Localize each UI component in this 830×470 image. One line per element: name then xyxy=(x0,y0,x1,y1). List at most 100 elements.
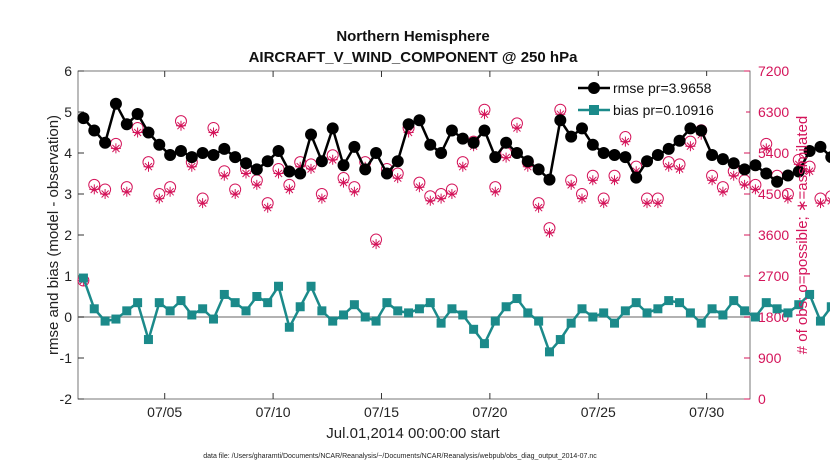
y-tick-label: -2 xyxy=(60,391,73,407)
obs-possible-point xyxy=(825,190,830,203)
y-tick-label: 6 xyxy=(64,63,72,79)
rmse-point xyxy=(706,149,719,162)
bias-point xyxy=(696,318,706,328)
rmse-point xyxy=(641,155,654,168)
obs-assimilated-point xyxy=(132,127,143,138)
rmse-point xyxy=(630,171,643,184)
rmse-point xyxy=(174,144,187,157)
rmse-point xyxy=(521,155,534,168)
bias-point xyxy=(176,296,186,306)
obs-assimilated-point xyxy=(761,143,772,154)
bias-point xyxy=(577,304,587,314)
obs-assimilated-point xyxy=(782,193,793,204)
bias-point xyxy=(198,304,208,314)
rmse-point xyxy=(402,118,415,131)
y-axis-left: -2 -1 0 1 2 3 4 5 6 xyxy=(60,63,84,407)
rmse-point xyxy=(359,163,372,176)
bias-point xyxy=(685,308,695,318)
obs-assimilated-point xyxy=(826,196,830,205)
bias-point xyxy=(284,322,294,332)
bias-point xyxy=(794,300,804,310)
rmse-point xyxy=(370,147,383,159)
legend-bias-label: bias pr=0.10916 xyxy=(613,102,714,118)
obs-assimilated-point xyxy=(295,161,306,172)
y2-tick-label: 4500 xyxy=(758,186,789,202)
rmse-point xyxy=(532,163,545,176)
obs-assimilated-point xyxy=(815,198,826,209)
bias-point xyxy=(675,298,685,308)
obs-assimilated-point xyxy=(512,122,522,133)
y2-tick-label: 0 xyxy=(758,391,766,407)
y-tick-label: 0 xyxy=(64,309,72,325)
rmse-point xyxy=(803,144,816,157)
obs-assimilated-point xyxy=(707,175,718,186)
obs-assimilated-point xyxy=(577,193,587,204)
bias-point xyxy=(143,335,153,345)
x-tick-label: 07/20 xyxy=(472,404,507,420)
bias-point xyxy=(122,306,132,316)
rmse-point xyxy=(164,149,177,162)
obs-assimilated-point xyxy=(609,175,620,186)
y-axis-label: rmse and bias (model - observation) xyxy=(45,115,62,355)
bias-point xyxy=(631,298,641,308)
bias-point xyxy=(328,316,338,326)
obs-assimilated-point xyxy=(392,173,403,184)
rmse-point xyxy=(500,136,513,149)
legend-bias-marker xyxy=(589,105,599,115)
rmse-point xyxy=(608,149,621,162)
rmse-point xyxy=(196,147,209,159)
bias-point xyxy=(642,308,652,318)
rmse-point xyxy=(229,151,242,164)
x-tick-label: 07/25 xyxy=(581,404,616,420)
rmse-point xyxy=(489,151,502,164)
obs-assimilated-point xyxy=(739,179,750,190)
bias-point xyxy=(89,304,99,314)
y2-tick-label: 3600 xyxy=(758,227,789,243)
legend: rmse pr=3.9658 bias pr=0.10916 xyxy=(572,76,746,122)
bias-point xyxy=(230,298,240,308)
bias-point xyxy=(154,298,164,308)
rmse-point xyxy=(543,173,556,186)
rmse-point xyxy=(510,147,523,159)
x-tick-label: 07/15 xyxy=(364,404,399,420)
bias-point xyxy=(740,306,750,316)
bias-point xyxy=(555,335,565,345)
bias-point xyxy=(447,304,457,314)
rmse-point xyxy=(554,114,567,127)
bias-point xyxy=(360,312,370,322)
bias-point xyxy=(523,308,533,318)
obs-assimilated-point xyxy=(338,177,349,188)
rmse-point xyxy=(77,112,90,125)
bias-point xyxy=(566,318,576,328)
bias-point xyxy=(100,316,110,326)
rmse-point xyxy=(445,124,458,137)
obs-assimilated-point xyxy=(110,143,121,154)
bias-point xyxy=(371,316,381,326)
rmse-point xyxy=(771,175,784,188)
rmse-point xyxy=(825,151,830,163)
bias-point xyxy=(458,310,468,320)
obs-assimilated-point xyxy=(793,159,804,170)
obs-assimilated-point xyxy=(717,186,728,197)
rmse-point xyxy=(326,122,339,135)
obs-assimilated-point xyxy=(208,127,219,138)
obs-assimilated-point xyxy=(143,161,154,172)
obs-assimilated-point xyxy=(598,198,609,209)
obs-assimilated-point xyxy=(121,186,132,197)
chart-subtitle: AIRCRAFT_V_WIND_COMPONENT @ 250 hPa xyxy=(249,49,579,66)
bias-point xyxy=(349,300,359,310)
rmse-point xyxy=(792,165,805,178)
rmse-point xyxy=(478,124,491,137)
obs-assimilated-point xyxy=(750,184,761,195)
y-tick-label: 1 xyxy=(64,268,72,284)
obs-assimilated-point xyxy=(316,193,327,204)
bias-point xyxy=(295,302,305,312)
bias-point xyxy=(718,310,728,320)
bias-point xyxy=(805,289,815,299)
obs-assimilated-point xyxy=(251,179,262,190)
rmse-point xyxy=(673,134,686,147)
rmse-point xyxy=(99,136,112,149)
rmse-point xyxy=(337,159,350,172)
y2-tick-label: 5400 xyxy=(758,145,789,161)
